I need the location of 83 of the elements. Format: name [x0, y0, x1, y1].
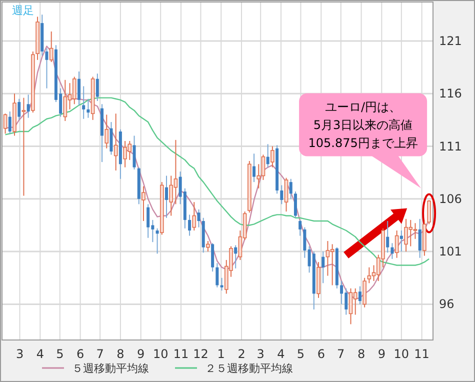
- candlestick: [26, 94, 30, 118]
- candlestick: [104, 114, 109, 149]
- y-tick-label: 111: [439, 139, 462, 154]
- x-tick-label: 12: [193, 347, 208, 361]
- candlestick: [63, 79, 68, 122]
- candlestick: [188, 214, 192, 236]
- x-tick-label: 3: [16, 347, 24, 361]
- x-tick-label: 5: [296, 347, 305, 361]
- candlestick: [86, 98, 90, 118]
- x-tick-label: 4: [36, 347, 44, 361]
- x-tick-label: 11: [173, 347, 189, 361]
- candlestick: [390, 242, 394, 260]
- candlestick: [284, 177, 288, 212]
- x-tick-label: 4: [277, 347, 285, 361]
- x-tick-label: 6: [317, 347, 325, 361]
- x-tick-label: 1: [217, 347, 225, 361]
- x-tick-label: 6: [76, 347, 84, 361]
- candlestick: [266, 144, 270, 168]
- candlestick: [132, 135, 136, 170]
- y-tick-label: 96: [439, 297, 454, 312]
- candlestick: [418, 218, 422, 258]
- x-tick-label: 9: [137, 347, 145, 361]
- candlestick: [3, 113, 8, 134]
- candlestick: [427, 200, 431, 225]
- candlestick: [197, 208, 200, 228]
- candlestick: [82, 86, 86, 120]
- candlestick: [252, 153, 256, 183]
- x-tick-label: 9: [378, 347, 386, 361]
- y-tick-label: 101: [439, 244, 462, 259]
- chart-title: 週足: [12, 4, 34, 17]
- candlestick: [353, 288, 358, 316]
- candlestick: [367, 266, 372, 284]
- x-tick-label: 8: [116, 347, 124, 361]
- candlestick: [146, 204, 150, 238]
- candlestick: [165, 175, 168, 218]
- candlestick: [18, 98, 21, 120]
- candlestick: [270, 146, 274, 168]
- y-tick-label: 121: [439, 34, 462, 48]
- x-tick-label: 10: [152, 347, 168, 361]
- candlestick: [362, 277, 366, 308]
- y-tick-label: 106: [439, 192, 462, 206]
- legend-label: ２５週移動平均線: [205, 362, 293, 375]
- x-tick-label: 7: [96, 347, 104, 361]
- x-tick-label: 7: [337, 347, 345, 361]
- candlestick: [211, 242, 214, 272]
- candlestick: [110, 122, 113, 156]
- candlestick: [142, 186, 146, 222]
- x-tick-label: 3: [256, 347, 264, 361]
- legend-label: ５週移動平均線: [72, 362, 149, 375]
- candlestick: [72, 76, 76, 105]
- candlestick: [322, 251, 325, 284]
- x-tick-label: 10: [394, 347, 410, 361]
- candlestick: [77, 70, 80, 106]
- candlestick: [326, 240, 330, 276]
- candlestick: [8, 111, 12, 134]
- candlestick: [234, 244, 238, 269]
- x-tick-label: 11: [414, 347, 430, 361]
- candlestick: [386, 220, 390, 254]
- x-tick-label: 5: [56, 347, 64, 361]
- y-tick-label: 116: [439, 86, 462, 101]
- candlestick: [22, 97, 26, 196]
- annotation: ユーロ/円は、 5月3日以来の高値 105.875円まで上昇: [308, 100, 418, 150]
- candlestick: [220, 277, 224, 292]
- candlestick: [298, 219, 302, 236]
- candlestick: [49, 30, 54, 63]
- candlestick: [303, 226, 306, 258]
- candlestick: [156, 228, 159, 254]
- candlestick: [96, 73, 99, 102]
- candlestick: [289, 178, 292, 200]
- candlestick: [45, 48, 48, 89]
- candlestick: [114, 113, 118, 171]
- x-tick-label: 2: [238, 347, 246, 361]
- candlestick: [394, 230, 399, 258]
- candlestick: [216, 262, 219, 288]
- candlestick: [358, 286, 362, 305]
- candlestick: [280, 184, 284, 205]
- candlestick: [400, 230, 403, 252]
- candlestick: [192, 202, 196, 231]
- candlestick: [206, 240, 210, 252]
- x-tick-label: 8: [357, 347, 366, 361]
- candlestick: [169, 175, 174, 216]
- candlestick: [330, 244, 334, 286]
- candlestick: [294, 191, 297, 218]
